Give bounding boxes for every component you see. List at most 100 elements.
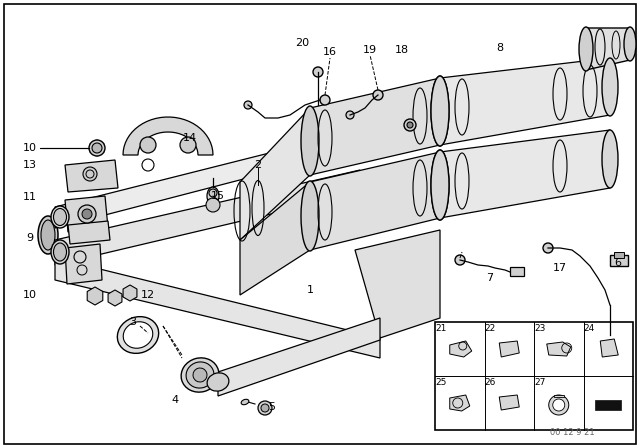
Polygon shape bbox=[90, 140, 104, 156]
Polygon shape bbox=[65, 160, 118, 192]
Ellipse shape bbox=[54, 208, 67, 225]
Ellipse shape bbox=[241, 399, 249, 405]
Polygon shape bbox=[240, 182, 310, 295]
Text: 4: 4 bbox=[172, 395, 179, 405]
Polygon shape bbox=[499, 395, 519, 410]
Text: 24: 24 bbox=[584, 324, 595, 333]
Polygon shape bbox=[554, 395, 564, 397]
Polygon shape bbox=[499, 341, 519, 357]
Polygon shape bbox=[440, 130, 610, 218]
Circle shape bbox=[258, 401, 272, 415]
Bar bbox=[510, 267, 524, 276]
Text: 16: 16 bbox=[323, 47, 337, 57]
Circle shape bbox=[244, 101, 252, 109]
Text: 5: 5 bbox=[269, 402, 275, 412]
Circle shape bbox=[140, 137, 156, 153]
Circle shape bbox=[83, 167, 97, 181]
Polygon shape bbox=[87, 287, 103, 305]
Polygon shape bbox=[218, 318, 380, 396]
Ellipse shape bbox=[41, 220, 55, 250]
Polygon shape bbox=[65, 244, 102, 284]
Circle shape bbox=[180, 137, 196, 153]
Bar bbox=[610, 255, 628, 266]
Polygon shape bbox=[355, 230, 440, 338]
Circle shape bbox=[89, 140, 105, 156]
Polygon shape bbox=[600, 339, 618, 357]
Ellipse shape bbox=[602, 130, 618, 188]
Polygon shape bbox=[586, 28, 630, 70]
Polygon shape bbox=[55, 258, 380, 358]
Ellipse shape bbox=[431, 150, 449, 220]
Bar bbox=[595, 400, 621, 410]
Ellipse shape bbox=[117, 317, 159, 353]
Text: 27: 27 bbox=[534, 378, 546, 387]
Polygon shape bbox=[310, 152, 440, 250]
Polygon shape bbox=[108, 290, 122, 306]
Circle shape bbox=[373, 90, 383, 100]
Text: 18: 18 bbox=[395, 45, 409, 55]
Circle shape bbox=[548, 395, 569, 415]
Text: 11: 11 bbox=[23, 192, 37, 202]
Polygon shape bbox=[450, 341, 472, 357]
Ellipse shape bbox=[579, 27, 593, 71]
Ellipse shape bbox=[51, 240, 69, 264]
Ellipse shape bbox=[301, 106, 319, 176]
Ellipse shape bbox=[38, 216, 58, 254]
Text: 15: 15 bbox=[211, 191, 225, 201]
Polygon shape bbox=[123, 117, 213, 155]
Polygon shape bbox=[310, 78, 440, 175]
Ellipse shape bbox=[624, 27, 636, 61]
Circle shape bbox=[404, 119, 416, 131]
Ellipse shape bbox=[193, 368, 207, 382]
Text: 1: 1 bbox=[307, 285, 314, 295]
Ellipse shape bbox=[209, 189, 217, 197]
Circle shape bbox=[261, 404, 269, 412]
Ellipse shape bbox=[207, 187, 219, 205]
Text: 12: 12 bbox=[141, 290, 155, 300]
Circle shape bbox=[553, 399, 564, 411]
Ellipse shape bbox=[431, 76, 449, 146]
Circle shape bbox=[82, 209, 92, 219]
Text: 3: 3 bbox=[129, 317, 136, 327]
Text: 9: 9 bbox=[26, 233, 33, 243]
Circle shape bbox=[206, 198, 220, 212]
Ellipse shape bbox=[301, 181, 319, 251]
Polygon shape bbox=[240, 108, 310, 240]
Ellipse shape bbox=[431, 76, 449, 146]
Text: 8: 8 bbox=[497, 43, 504, 53]
Bar bbox=[435, 322, 633, 430]
Ellipse shape bbox=[186, 362, 214, 388]
Circle shape bbox=[92, 143, 102, 153]
Text: 17: 17 bbox=[553, 263, 567, 273]
Text: 23: 23 bbox=[534, 324, 546, 333]
Bar bbox=[614, 252, 624, 258]
Circle shape bbox=[313, 67, 323, 77]
Ellipse shape bbox=[51, 206, 69, 228]
Ellipse shape bbox=[207, 373, 229, 391]
Circle shape bbox=[455, 255, 465, 265]
Text: 00 12 9 21: 00 12 9 21 bbox=[550, 427, 595, 436]
Text: 22: 22 bbox=[485, 324, 496, 333]
Polygon shape bbox=[55, 170, 360, 265]
Text: 2: 2 bbox=[255, 160, 262, 170]
Text: 7: 7 bbox=[486, 273, 493, 283]
Polygon shape bbox=[68, 221, 110, 244]
Polygon shape bbox=[123, 285, 137, 301]
Text: 13: 13 bbox=[23, 160, 37, 170]
Polygon shape bbox=[450, 395, 470, 411]
Text: 6: 6 bbox=[614, 258, 621, 268]
Polygon shape bbox=[55, 110, 440, 228]
Text: 20: 20 bbox=[295, 38, 309, 48]
Text: 26: 26 bbox=[484, 378, 496, 387]
Ellipse shape bbox=[602, 58, 618, 116]
Text: 10: 10 bbox=[23, 290, 37, 300]
Circle shape bbox=[78, 205, 96, 223]
Ellipse shape bbox=[181, 358, 219, 392]
Text: 10: 10 bbox=[23, 143, 37, 153]
Circle shape bbox=[320, 95, 330, 105]
Circle shape bbox=[346, 111, 354, 119]
Text: 25: 25 bbox=[435, 378, 447, 387]
Ellipse shape bbox=[124, 322, 153, 348]
Polygon shape bbox=[65, 196, 108, 232]
Ellipse shape bbox=[54, 243, 67, 261]
